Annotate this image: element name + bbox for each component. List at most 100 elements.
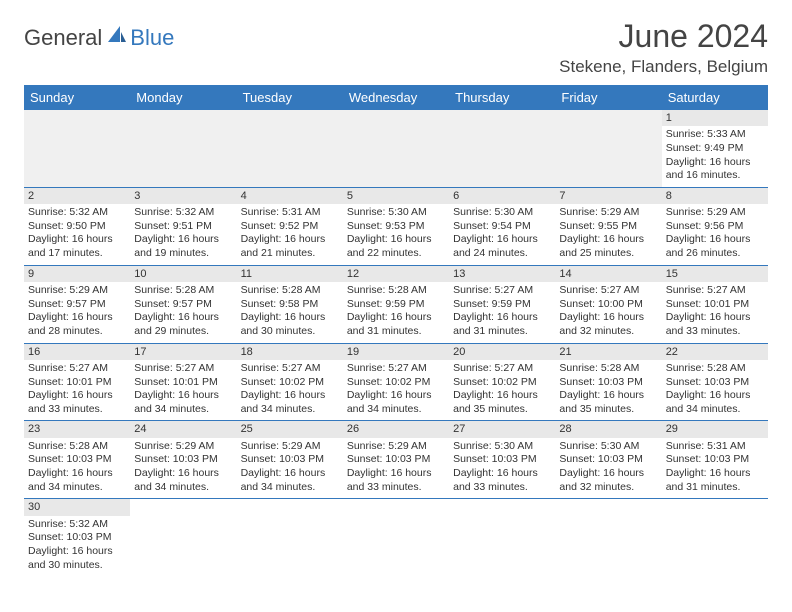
day-number: 20 — [449, 344, 555, 360]
calendar-cell — [24, 110, 130, 187]
day-number: 3 — [130, 188, 236, 204]
day-line: Sunrise: 5:30 AM — [347, 206, 445, 220]
day-line: Sunset: 10:02 PM — [347, 376, 445, 390]
day-number: 2 — [24, 188, 130, 204]
day-number: 12 — [343, 266, 449, 282]
day-line: and 35 minutes. — [453, 403, 551, 417]
day-content: Sunrise: 5:29 AMSunset: 9:56 PMDaylight:… — [662, 204, 768, 265]
day-line: Sunrise: 5:32 AM — [134, 206, 232, 220]
day-line: Daylight: 16 hours — [134, 389, 232, 403]
day-line: Daylight: 16 hours — [666, 156, 764, 170]
day-content: Sunrise: 5:33 AMSunset: 9:49 PMDaylight:… — [662, 126, 768, 187]
day-line: and 33 minutes. — [28, 403, 126, 417]
day-line: Sunset: 9:49 PM — [666, 142, 764, 156]
day-content: Sunrise: 5:30 AMSunset: 9:54 PMDaylight:… — [449, 204, 555, 265]
day-line: Sunrise: 5:28 AM — [347, 284, 445, 298]
calendar-cell: 16Sunrise: 5:27 AMSunset: 10:01 PMDaylig… — [24, 343, 130, 421]
day-line: Sunrise: 5:27 AM — [241, 362, 339, 376]
day-line: and 25 minutes. — [559, 247, 657, 261]
day-line: and 22 minutes. — [347, 247, 445, 261]
day-line: Sunrise: 5:30 AM — [453, 206, 551, 220]
day-line: and 35 minutes. — [559, 403, 657, 417]
day-line: and 32 minutes. — [559, 325, 657, 339]
day-number: 11 — [237, 266, 343, 282]
day-line: Sunset: 9:51 PM — [134, 220, 232, 234]
day-line: Sunset: 10:02 PM — [453, 376, 551, 390]
calendar-cell: 12Sunrise: 5:28 AMSunset: 9:59 PMDayligh… — [343, 265, 449, 343]
calendar-cell: 19Sunrise: 5:27 AMSunset: 10:02 PMDaylig… — [343, 343, 449, 421]
day-number: 25 — [237, 421, 343, 437]
day-content: Sunrise: 5:29 AMSunset: 10:03 PMDaylight… — [343, 438, 449, 499]
day-number: 15 — [662, 266, 768, 282]
day-line: Sunrise: 5:31 AM — [241, 206, 339, 220]
day-line: Sunset: 10:03 PM — [28, 453, 126, 467]
day-line: and 28 minutes. — [28, 325, 126, 339]
day-number: 22 — [662, 344, 768, 360]
calendar-cell: 4Sunrise: 5:31 AMSunset: 9:52 PMDaylight… — [237, 187, 343, 265]
day-line: Sunrise: 5:29 AM — [559, 206, 657, 220]
calendar-cell: 25Sunrise: 5:29 AMSunset: 10:03 PMDaylig… — [237, 421, 343, 499]
day-line: and 17 minutes. — [28, 247, 126, 261]
day-line: Sunrise: 5:29 AM — [28, 284, 126, 298]
day-line: Sunrise: 5:33 AM — [666, 128, 764, 142]
day-content: Sunrise: 5:27 AMSunset: 10:02 PMDaylight… — [449, 360, 555, 421]
logo-text-general: General — [24, 25, 102, 51]
day-line: Daylight: 16 hours — [559, 233, 657, 247]
calendar-cell: 9Sunrise: 5:29 AMSunset: 9:57 PMDaylight… — [24, 265, 130, 343]
day-line: Daylight: 16 hours — [241, 311, 339, 325]
day-content: Sunrise: 5:27 AMSunset: 9:59 PMDaylight:… — [449, 282, 555, 343]
day-line: Daylight: 16 hours — [28, 545, 126, 559]
calendar-week-row: 2Sunrise: 5:32 AMSunset: 9:50 PMDaylight… — [24, 187, 768, 265]
day-line: Sunset: 10:03 PM — [559, 453, 657, 467]
day-line: Sunrise: 5:27 AM — [559, 284, 657, 298]
day-number: 7 — [555, 188, 661, 204]
day-line: and 21 minutes. — [241, 247, 339, 261]
day-line: Daylight: 16 hours — [453, 389, 551, 403]
day-content: Sunrise: 5:28 AMSunset: 10:03 PMDaylight… — [555, 360, 661, 421]
calendar-week-row: 9Sunrise: 5:29 AMSunset: 9:57 PMDaylight… — [24, 265, 768, 343]
calendar-cell: 23Sunrise: 5:28 AMSunset: 10:03 PMDaylig… — [24, 421, 130, 499]
day-content: Sunrise: 5:27 AMSunset: 10:02 PMDaylight… — [237, 360, 343, 421]
logo-text-blue: Blue — [130, 25, 174, 51]
day-line: Sunrise: 5:27 AM — [453, 362, 551, 376]
calendar-cell: 2Sunrise: 5:32 AMSunset: 9:50 PMDaylight… — [24, 187, 130, 265]
day-number: 26 — [343, 421, 449, 437]
day-line: Daylight: 16 hours — [28, 311, 126, 325]
day-line: and 32 minutes. — [559, 481, 657, 495]
day-line: Daylight: 16 hours — [666, 389, 764, 403]
day-line: Sunrise: 5:28 AM — [559, 362, 657, 376]
day-content: Sunrise: 5:31 AMSunset: 9:52 PMDaylight:… — [237, 204, 343, 265]
day-line: Daylight: 16 hours — [559, 389, 657, 403]
weekday-header: Saturday — [662, 85, 768, 110]
day-line: Sunrise: 5:29 AM — [666, 206, 764, 220]
day-line: Sunset: 10:03 PM — [28, 531, 126, 545]
day-number: 5 — [343, 188, 449, 204]
calendar-cell: 10Sunrise: 5:28 AMSunset: 9:57 PMDayligh… — [130, 265, 236, 343]
day-line: Sunset: 10:02 PM — [241, 376, 339, 390]
day-number: 30 — [24, 499, 130, 515]
calendar-cell: 5Sunrise: 5:30 AMSunset: 9:53 PMDaylight… — [343, 187, 449, 265]
day-line: Sunrise: 5:31 AM — [666, 440, 764, 454]
day-line: Daylight: 16 hours — [347, 311, 445, 325]
day-line: Daylight: 16 hours — [28, 233, 126, 247]
day-line: Daylight: 16 hours — [241, 233, 339, 247]
day-line: Sunset: 10:03 PM — [666, 453, 764, 467]
day-number: 6 — [449, 188, 555, 204]
day-line: and 33 minutes. — [347, 481, 445, 495]
day-line: and 34 minutes. — [666, 403, 764, 417]
day-number: 14 — [555, 266, 661, 282]
location: Stekene, Flanders, Belgium — [559, 57, 768, 77]
calendar-cell: 11Sunrise: 5:28 AMSunset: 9:58 PMDayligh… — [237, 265, 343, 343]
calendar-cell: 21Sunrise: 5:28 AMSunset: 10:03 PMDaylig… — [555, 343, 661, 421]
day-number: 18 — [237, 344, 343, 360]
day-line: Daylight: 16 hours — [453, 467, 551, 481]
day-content: Sunrise: 5:28 AMSunset: 9:58 PMDaylight:… — [237, 282, 343, 343]
calendar-cell — [555, 499, 661, 576]
day-content: Sunrise: 5:29 AMSunset: 9:55 PMDaylight:… — [555, 204, 661, 265]
day-number: 29 — [662, 421, 768, 437]
day-line: Daylight: 16 hours — [666, 311, 764, 325]
day-line: Sunrise: 5:29 AM — [134, 440, 232, 454]
calendar-cell: 3Sunrise: 5:32 AMSunset: 9:51 PMDaylight… — [130, 187, 236, 265]
month-title: June 2024 — [559, 18, 768, 55]
calendar-cell: 6Sunrise: 5:30 AMSunset: 9:54 PMDaylight… — [449, 187, 555, 265]
